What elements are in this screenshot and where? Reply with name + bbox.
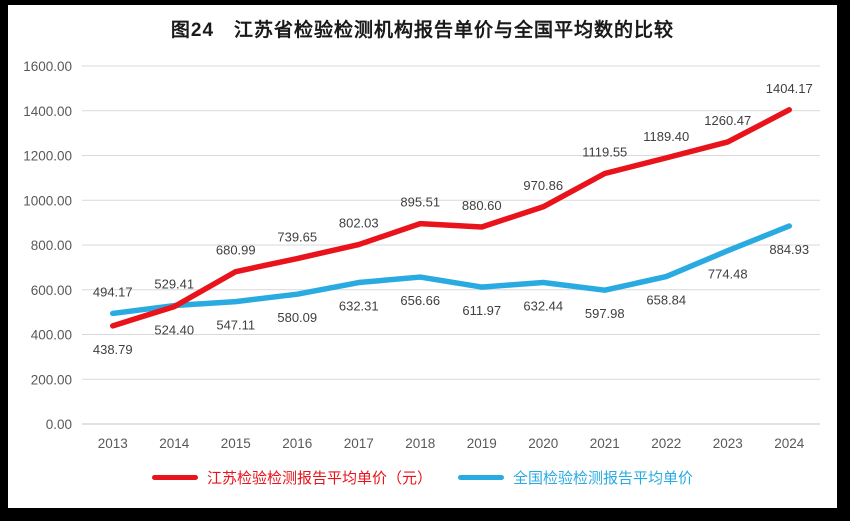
x-tick-label: 2014 <box>159 436 190 451</box>
data-label: 884.93 <box>769 242 809 257</box>
data-label: 658.84 <box>646 293 686 308</box>
x-tick-label: 2017 <box>344 436 374 451</box>
x-tick-label: 2023 <box>713 436 743 451</box>
data-label: 580.09 <box>277 310 317 325</box>
y-tick-label: 1000.00 <box>23 193 72 208</box>
x-tick-label: 2015 <box>221 436 251 451</box>
legend: 江苏检验检测报告平均单价（元） 全国检验检测报告平均单价 <box>8 467 837 488</box>
data-label: 611.97 <box>462 303 501 318</box>
data-label: 438.79 <box>93 342 133 357</box>
x-tick-label: 2013 <box>98 436 128 451</box>
data-label: 1189.40 <box>643 129 689 144</box>
data-label: 1404.17 <box>766 81 813 96</box>
x-tick-label: 2022 <box>651 436 681 451</box>
data-label: 739.65 <box>277 230 317 245</box>
legend-item-jiangsu: 江苏检验检测报告平均单价（元） <box>151 467 432 488</box>
legend-label-jiangsu: 江苏检验检测报告平均单价（元） <box>206 470 432 487</box>
series-line-national <box>110 223 792 317</box>
y-tick-label: 600.00 <box>31 283 72 298</box>
x-tick-label: 2020 <box>528 436 558 451</box>
chart-title: 图24 江苏省检验检测机构报告单价与全国平均数的比较 <box>170 20 675 41</box>
chart-page: 图24 江苏省检验检测机构报告单价与全国平均数的比较 0.00 200.00 400… <box>8 5 837 508</box>
data-label: 656.66 <box>400 293 440 308</box>
data-label: 880.60 <box>462 198 502 213</box>
y-tick-label: 1400.00 <box>23 104 72 119</box>
legend-label-national: 全国检验检测报告平均单价 <box>513 470 694 487</box>
series-line-jiangsu <box>110 107 792 329</box>
y-tick-label: 1600.00 <box>23 59 72 74</box>
data-label: 1260.47 <box>704 113 751 128</box>
x-tick-label: 2019 <box>467 436 497 451</box>
data-label: 632.44 <box>523 298 563 313</box>
x-tick-label: 2024 <box>774 436 805 451</box>
y-tick-label: 0.00 <box>46 417 72 432</box>
x-tick-label: 2016 <box>282 436 312 451</box>
data-label: 547.11 <box>216 318 255 333</box>
data-label: 632.31 <box>339 299 379 314</box>
data-label: 494.17 <box>93 284 133 299</box>
x-tick-label: 2018 <box>405 436 435 451</box>
data-label: 524.40 <box>154 323 194 338</box>
data-label: 529.41 <box>154 277 194 292</box>
data-label: 774.48 <box>708 267 748 282</box>
x-tick-label: 2021 <box>590 436 620 451</box>
data-label: 680.99 <box>216 243 256 258</box>
data-label: 1119.55 <box>582 145 627 160</box>
line-chart: 0.00 200.00 400.00 600.00 800.00 1000.00 1200.… <box>23 59 820 451</box>
legend-item-national: 全国检验检测报告平均单价 <box>458 467 693 488</box>
data-label: 597.98 <box>585 306 625 321</box>
data-label: 970.86 <box>523 178 563 193</box>
data-label: 802.03 <box>339 216 379 231</box>
legend-swatch-blue-line-icon <box>458 475 504 480</box>
y-tick-label: 200.00 <box>31 372 72 387</box>
y-tick-label: 1200.00 <box>23 149 72 164</box>
legend-swatch-red-line-icon <box>151 475 198 480</box>
y-tick-label: 800.00 <box>31 238 72 253</box>
data-label: 895.51 <box>400 195 440 210</box>
y-tick-label: 400.00 <box>31 328 72 343</box>
